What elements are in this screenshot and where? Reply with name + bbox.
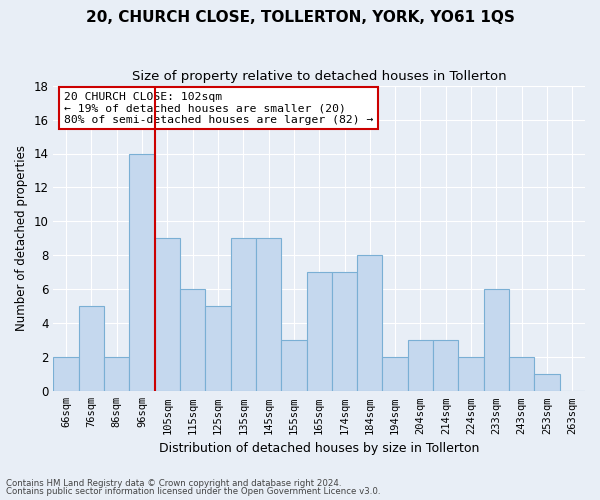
X-axis label: Distribution of detached houses by size in Tollerton: Distribution of detached houses by size …: [159, 442, 479, 455]
Bar: [104, 358, 130, 392]
Bar: [408, 340, 433, 392]
Bar: [230, 238, 256, 392]
Bar: [130, 154, 155, 392]
Bar: [307, 272, 332, 392]
Text: 20, CHURCH CLOSE, TOLLERTON, YORK, YO61 1QS: 20, CHURCH CLOSE, TOLLERTON, YORK, YO61 …: [86, 10, 514, 25]
Y-axis label: Number of detached properties: Number of detached properties: [15, 146, 28, 332]
Bar: [509, 358, 535, 392]
Bar: [180, 290, 205, 392]
Bar: [155, 238, 180, 392]
Bar: [332, 272, 357, 392]
Text: 20 CHURCH CLOSE: 102sqm
← 19% of detached houses are smaller (20)
80% of semi-de: 20 CHURCH CLOSE: 102sqm ← 19% of detache…: [64, 92, 373, 125]
Bar: [79, 306, 104, 392]
Bar: [205, 306, 230, 392]
Bar: [357, 256, 382, 392]
Bar: [281, 340, 307, 392]
Text: Contains public sector information licensed under the Open Government Licence v3: Contains public sector information licen…: [6, 487, 380, 496]
Bar: [535, 374, 560, 392]
Title: Size of property relative to detached houses in Tollerton: Size of property relative to detached ho…: [132, 70, 506, 83]
Bar: [458, 358, 484, 392]
Bar: [53, 358, 79, 392]
Bar: [382, 358, 408, 392]
Bar: [484, 290, 509, 392]
Bar: [256, 238, 281, 392]
Bar: [433, 340, 458, 392]
Text: Contains HM Land Registry data © Crown copyright and database right 2024.: Contains HM Land Registry data © Crown c…: [6, 478, 341, 488]
